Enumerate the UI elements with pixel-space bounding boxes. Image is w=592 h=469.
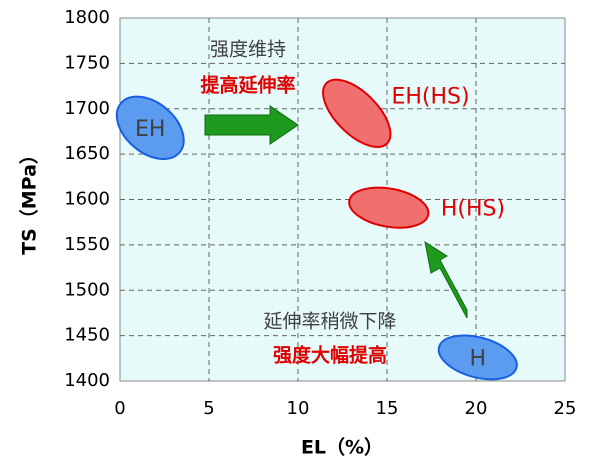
annotation: 强度大幅提高 bbox=[273, 344, 387, 367]
region-label: EH bbox=[135, 117, 165, 142]
y-tick-label: 1400 bbox=[64, 370, 110, 391]
x-tick-label: 15 bbox=[376, 398, 399, 419]
x-tick-label: 5 bbox=[203, 398, 214, 419]
arrow bbox=[424, 240, 468, 319]
arrow bbox=[204, 105, 299, 145]
region bbox=[437, 334, 518, 381]
y-tick-label: 1800 bbox=[64, 7, 110, 28]
y-tick-label: 1500 bbox=[64, 279, 110, 300]
marks: EH EH(HS) H(HS) H bbox=[115, 78, 518, 381]
region bbox=[115, 95, 185, 160]
y-tick-label: 1750 bbox=[64, 52, 110, 73]
annotation: 延伸率稍微下降 bbox=[263, 311, 396, 333]
region-label: H bbox=[470, 346, 487, 371]
x-tick-label: 25 bbox=[554, 398, 577, 419]
region bbox=[348, 186, 430, 229]
region bbox=[322, 78, 392, 148]
annotation: 强度维持 bbox=[210, 39, 286, 61]
y-axis-title: TS（MPa） bbox=[18, 145, 41, 255]
x-tick-label: 20 bbox=[465, 398, 488, 419]
annotation: 提高延伸率 bbox=[200, 74, 295, 97]
region-label: EH(HS) bbox=[391, 84, 469, 109]
x-tick-label: 10 bbox=[287, 398, 310, 419]
x-tick-label: 0 bbox=[114, 398, 125, 419]
x-axis-title: EL（%） bbox=[301, 436, 383, 459]
y-tick-label: 1600 bbox=[64, 189, 110, 210]
y-tick-label: 1650 bbox=[64, 143, 110, 164]
region-label: H(HS) bbox=[441, 197, 505, 222]
y-tick-label: 1700 bbox=[64, 98, 110, 119]
y-tick-label: 1550 bbox=[64, 234, 110, 255]
y-tick-label: 1450 bbox=[64, 325, 110, 346]
